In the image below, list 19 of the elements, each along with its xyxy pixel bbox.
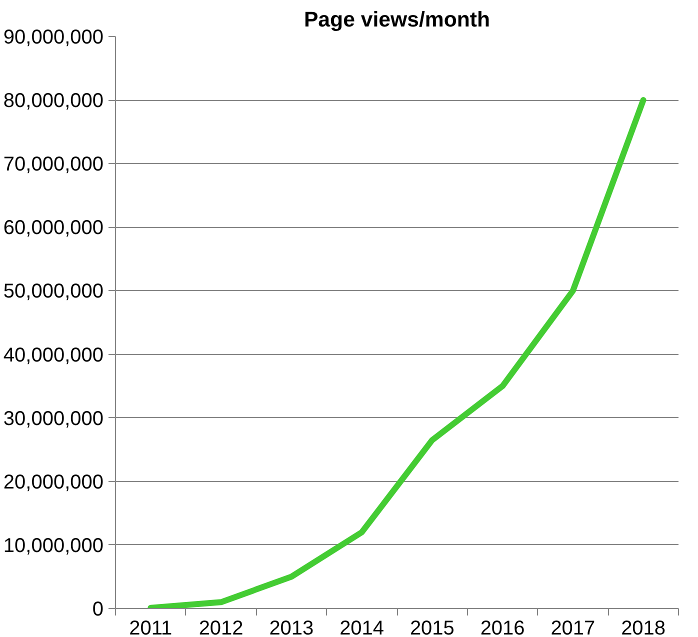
x-tick-label: 2012: [198, 618, 244, 637]
x-tick-label: 2015: [410, 618, 454, 637]
y-tick-label: 40,000,000: [3, 344, 104, 366]
y-tick-label: 80,000,000: [3, 90, 104, 112]
y-tick-label: 20,000,000: [3, 471, 104, 494]
chart-title: Page views/month: [304, 8, 490, 32]
x-tick-label: 2013: [269, 618, 314, 637]
y-tick-label: 70,000,000: [3, 154, 104, 176]
x-tick-label: 2011: [129, 618, 172, 637]
y-tick-label: 90,000,000: [3, 26, 104, 48]
x-tick-label: 2016: [480, 618, 525, 637]
y-tick-label: 0: [92, 598, 104, 620]
y-tick-label: 50,000,000: [3, 280, 104, 303]
y-tick-label: 30,000,000: [3, 408, 104, 430]
y-tick-label: 10,000,000: [3, 534, 104, 557]
x-tick-label: 2017: [550, 618, 596, 637]
x-tick-label: 2014: [340, 618, 384, 637]
y-tick-label: 60,000,000: [3, 217, 104, 240]
x-tick-label: 2018: [621, 618, 666, 637]
